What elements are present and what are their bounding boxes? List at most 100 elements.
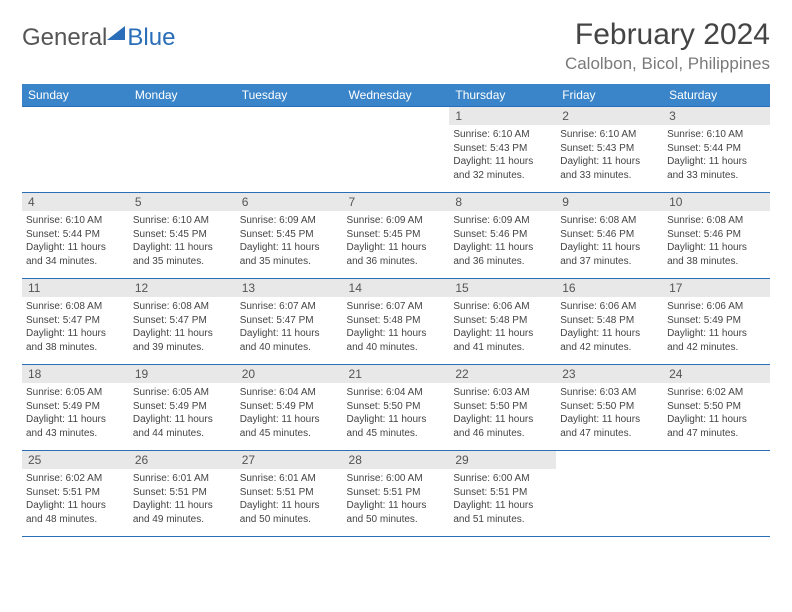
day-number: 10 [663,193,770,211]
weekday-header: Tuesday [236,84,343,107]
sunrise-text: Sunrise: 6:00 AM [347,472,446,486]
daylight-text: Daylight: 11 hours and 48 minutes. [26,499,125,526]
weekday-header-row: Sunday Monday Tuesday Wednesday Thursday… [22,84,770,107]
day-info: Sunrise: 6:00 AMSunset: 5:51 PMDaylight:… [343,469,450,529]
calendar-day-cell: 13Sunrise: 6:07 AMSunset: 5:47 PMDayligh… [236,279,343,365]
day-number: 27 [236,451,343,469]
calendar-week-row: 25Sunrise: 6:02 AMSunset: 5:51 PMDayligh… [22,451,770,537]
sunrise-text: Sunrise: 6:10 AM [453,128,552,142]
daylight-text: Daylight: 11 hours and 37 minutes. [560,241,659,268]
sunset-text: Sunset: 5:51 PM [453,486,552,500]
sunrise-text: Sunrise: 6:08 AM [26,300,125,314]
daylight-text: Daylight: 11 hours and 32 minutes. [453,155,552,182]
calendar-day-cell [556,451,663,537]
day-number: 4 [22,193,129,211]
calendar-day-cell [22,107,129,193]
sunrise-text: Sunrise: 6:06 AM [667,300,766,314]
month-title: February 2024 [565,18,770,52]
calendar-day-cell: 23Sunrise: 6:03 AMSunset: 5:50 PMDayligh… [556,365,663,451]
brand-word1: General [22,24,107,52]
day-number: 9 [556,193,663,211]
calendar-day-cell: 28Sunrise: 6:00 AMSunset: 5:51 PMDayligh… [343,451,450,537]
daylight-text: Daylight: 11 hours and 36 minutes. [347,241,446,268]
daylight-text: Daylight: 11 hours and 40 minutes. [347,327,446,354]
sunrise-text: Sunrise: 6:07 AM [347,300,446,314]
calendar-day-cell: 16Sunrise: 6:06 AMSunset: 5:48 PMDayligh… [556,279,663,365]
daylight-text: Daylight: 11 hours and 45 minutes. [240,413,339,440]
day-number: 28 [343,451,450,469]
calendar-week-row: 1Sunrise: 6:10 AMSunset: 5:43 PMDaylight… [22,107,770,193]
daylight-text: Daylight: 11 hours and 35 minutes. [133,241,232,268]
sunset-text: Sunset: 5:45 PM [133,228,232,242]
sunset-text: Sunset: 5:46 PM [453,228,552,242]
calendar-day-cell: 9Sunrise: 6:08 AMSunset: 5:46 PMDaylight… [556,193,663,279]
sunset-text: Sunset: 5:43 PM [560,142,659,156]
sunset-text: Sunset: 5:51 PM [26,486,125,500]
day-number: 16 [556,279,663,297]
calendar-day-cell: 21Sunrise: 6:04 AMSunset: 5:50 PMDayligh… [343,365,450,451]
calendar-day-cell: 3Sunrise: 6:10 AMSunset: 5:44 PMDaylight… [663,107,770,193]
daylight-text: Daylight: 11 hours and 51 minutes. [453,499,552,526]
day-info: Sunrise: 6:07 AMSunset: 5:48 PMDaylight:… [343,297,450,357]
day-info: Sunrise: 6:05 AMSunset: 5:49 PMDaylight:… [129,383,236,443]
daylight-text: Daylight: 11 hours and 41 minutes. [453,327,552,354]
sunset-text: Sunset: 5:51 PM [240,486,339,500]
calendar-day-cell: 1Sunrise: 6:10 AMSunset: 5:43 PMDaylight… [449,107,556,193]
sunrise-text: Sunrise: 6:01 AM [133,472,232,486]
calendar-day-cell: 8Sunrise: 6:09 AMSunset: 5:46 PMDaylight… [449,193,556,279]
calendar-day-cell: 26Sunrise: 6:01 AMSunset: 5:51 PMDayligh… [129,451,236,537]
day-info: Sunrise: 6:02 AMSunset: 5:51 PMDaylight:… [22,469,129,529]
sunset-text: Sunset: 5:47 PM [26,314,125,328]
day-number: 12 [129,279,236,297]
day-info: Sunrise: 6:00 AMSunset: 5:51 PMDaylight:… [449,469,556,529]
day-number: 8 [449,193,556,211]
sunset-text: Sunset: 5:51 PM [347,486,446,500]
sunrise-text: Sunrise: 6:10 AM [133,214,232,228]
sunrise-text: Sunrise: 6:00 AM [453,472,552,486]
daylight-text: Daylight: 11 hours and 49 minutes. [133,499,232,526]
daylight-text: Daylight: 11 hours and 44 minutes. [133,413,232,440]
calendar-day-cell: 27Sunrise: 6:01 AMSunset: 5:51 PMDayligh… [236,451,343,537]
calendar-day-cell: 24Sunrise: 6:02 AMSunset: 5:50 PMDayligh… [663,365,770,451]
sunset-text: Sunset: 5:49 PM [667,314,766,328]
day-info: Sunrise: 6:09 AMSunset: 5:46 PMDaylight:… [449,211,556,271]
brand-logo: General Blue [22,24,175,52]
day-info: Sunrise: 6:02 AMSunset: 5:50 PMDaylight:… [663,383,770,443]
sunset-text: Sunset: 5:46 PM [560,228,659,242]
day-info: Sunrise: 6:10 AMSunset: 5:44 PMDaylight:… [22,211,129,271]
sunset-text: Sunset: 5:44 PM [26,228,125,242]
day-number: 29 [449,451,556,469]
daylight-text: Daylight: 11 hours and 33 minutes. [560,155,659,182]
daylight-text: Daylight: 11 hours and 47 minutes. [667,413,766,440]
sunrise-text: Sunrise: 6:04 AM [347,386,446,400]
daylight-text: Daylight: 11 hours and 40 minutes. [240,327,339,354]
sunrise-text: Sunrise: 6:06 AM [560,300,659,314]
sunrise-text: Sunrise: 6:03 AM [560,386,659,400]
sunset-text: Sunset: 5:48 PM [453,314,552,328]
day-number: 6 [236,193,343,211]
day-number: 24 [663,365,770,383]
brand-word2: Blue [127,24,175,52]
day-info: Sunrise: 6:10 AMSunset: 5:44 PMDaylight:… [663,125,770,185]
sunrise-text: Sunrise: 6:02 AM [26,472,125,486]
day-number: 2 [556,107,663,125]
calendar-day-cell: 6Sunrise: 6:09 AMSunset: 5:45 PMDaylight… [236,193,343,279]
day-info: Sunrise: 6:06 AMSunset: 5:48 PMDaylight:… [449,297,556,357]
sunset-text: Sunset: 5:50 PM [347,400,446,414]
sunset-text: Sunset: 5:49 PM [26,400,125,414]
daylight-text: Daylight: 11 hours and 47 minutes. [560,413,659,440]
calendar-day-cell: 5Sunrise: 6:10 AMSunset: 5:45 PMDaylight… [129,193,236,279]
sunset-text: Sunset: 5:50 PM [667,400,766,414]
weekday-header: Sunday [22,84,129,107]
calendar-day-cell: 2Sunrise: 6:10 AMSunset: 5:43 PMDaylight… [556,107,663,193]
calendar-day-cell: 7Sunrise: 6:09 AMSunset: 5:45 PMDaylight… [343,193,450,279]
calendar-day-cell: 17Sunrise: 6:06 AMSunset: 5:49 PMDayligh… [663,279,770,365]
calendar-day-cell: 14Sunrise: 6:07 AMSunset: 5:48 PMDayligh… [343,279,450,365]
sunset-text: Sunset: 5:47 PM [240,314,339,328]
day-number: 1 [449,107,556,125]
daylight-text: Daylight: 11 hours and 42 minutes. [560,327,659,354]
sunset-text: Sunset: 5:44 PM [667,142,766,156]
sunset-text: Sunset: 5:45 PM [347,228,446,242]
day-number: 17 [663,279,770,297]
daylight-text: Daylight: 11 hours and 33 minutes. [667,155,766,182]
